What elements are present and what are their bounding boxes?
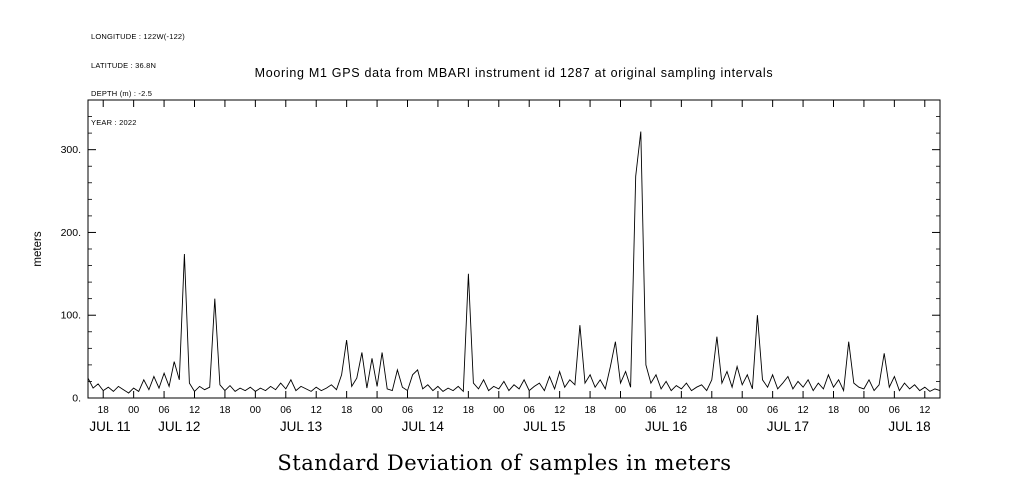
x-tick-label: 18	[463, 405, 475, 416]
plot-title: Mooring M1 GPS data from MBARI instrumen…	[254, 66, 774, 80]
y-axis-title: meters	[32, 231, 44, 266]
x-tick-label: 00	[372, 405, 384, 416]
x-tick-label: 18	[828, 405, 840, 416]
x-date-label: JUL 18	[888, 419, 930, 434]
x-date-label: JUL 12	[158, 419, 200, 434]
metadata-longitude: LONGITUDE : 122W(-122)	[91, 32, 186, 41]
x-date-label: JUL 11	[89, 419, 130, 434]
x-tick-label: 06	[159, 405, 171, 416]
x-tick-label: 00	[737, 405, 749, 416]
x-date-label: JUL 13	[280, 419, 322, 434]
x-tick-label: 12	[676, 405, 688, 416]
y-tick-label: 300.	[61, 144, 81, 156]
x-tick-label: 00	[858, 405, 870, 416]
x-tick-label: 06	[889, 405, 901, 416]
metadata-depth: DEPTH (m) : -2.5	[91, 89, 153, 98]
metadata-latitude: LATITUDE : 36.8N	[91, 60, 157, 70]
x-date-label: JUL 15	[523, 419, 565, 434]
x-tick-label: 12	[554, 405, 566, 416]
x-tick-label: 12	[432, 405, 444, 416]
y-tick-label: 100.	[61, 310, 81, 322]
plot-caption: Standard Deviation of samples in meters	[277, 451, 732, 475]
x-tick-label: 06	[767, 405, 779, 416]
x-tick-label: 06	[645, 405, 657, 416]
x-tick-label: 06	[402, 405, 414, 416]
x-tick-label: 06	[280, 405, 292, 416]
x-tick-label: 06	[524, 405, 536, 416]
x-date-label: JUL 17	[767, 419, 809, 434]
x-tick-label: 12	[311, 405, 323, 416]
x-tick-label: 00	[250, 405, 262, 416]
x-tick-label: 18	[585, 405, 597, 416]
x-tick-label: 12	[919, 405, 931, 416]
metadata-year: YEAR : 2022	[91, 117, 137, 127]
x-tick-label: 00	[493, 405, 505, 416]
y-tick-label: 0.	[72, 393, 81, 405]
x-tick-label: 18	[98, 405, 110, 416]
x-date-label: JUL 14	[402, 419, 445, 434]
x-tick-label: 00	[615, 405, 627, 416]
y-tick-label: 200.	[61, 227, 81, 239]
x-tick-label: 18	[219, 405, 231, 416]
x-date-label: JUL 16	[645, 419, 687, 434]
x-tick-label: 12	[798, 405, 810, 416]
x-tick-label: 18	[706, 405, 718, 416]
plot-box	[87, 99, 941, 399]
x-tick-label: 12	[189, 405, 201, 416]
x-tick-label: 00	[128, 405, 140, 416]
x-tick-label: 18	[341, 405, 353, 416]
metadata-block: LONGITUDE : 122W(-122) LATITUDE : 36.8N …	[91, 13, 185, 146]
data-line	[87, 131, 941, 394]
